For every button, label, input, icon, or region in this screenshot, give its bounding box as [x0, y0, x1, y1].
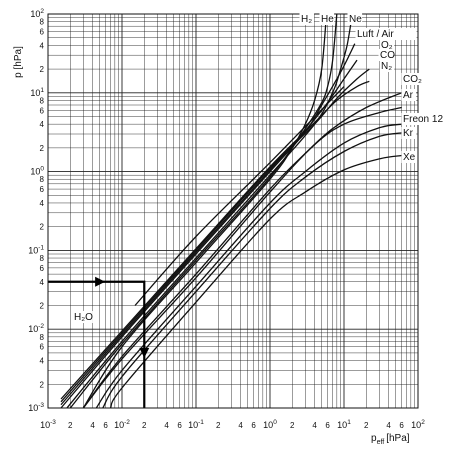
arrow-down-icon: [139, 347, 150, 358]
y-tick-label: 8: [40, 333, 45, 342]
label-freon-12: Freon 12: [401, 113, 450, 125]
y-tick-label-decade: 100: [30, 166, 44, 177]
y-axis-label: p [hPa]: [13, 46, 24, 78]
x-axis-label: peff [hPa]: [371, 433, 410, 446]
y-tick-label: 2: [40, 65, 45, 74]
curve-freon-12: [95, 123, 402, 408]
x-tick-label: 6: [325, 421, 330, 430]
x-tick-label-decade: 100: [263, 419, 277, 430]
y-tick-label: 2: [40, 144, 45, 153]
y-tick-label: 4: [40, 278, 45, 287]
y-tick-label: 4: [40, 357, 45, 366]
label-ar: Ar: [401, 89, 417, 101]
svg-text:CO: CO: [380, 50, 395, 61]
curve-ar: [82, 106, 402, 408]
x-tick-label: 2: [216, 421, 221, 430]
curve-xe: [109, 154, 402, 408]
x-tick-label: 6: [399, 421, 404, 430]
curve-n2: [60, 80, 370, 400]
label-luft-air: Luft / Air: [355, 28, 417, 40]
label-kr: Kr: [401, 127, 417, 139]
plot-frame: [47, 13, 419, 409]
y-tick-label: 4: [40, 120, 45, 129]
y-tick-label-decade: 10-3: [28, 402, 44, 413]
curve-co: [60, 68, 370, 403]
x-tick-label-decade: 102: [411, 419, 425, 430]
x-tick-label: 6: [177, 421, 182, 430]
label-h2: H₂: [299, 13, 315, 25]
x-tick-label: 6: [251, 421, 256, 430]
y-tick-label: 4: [40, 41, 45, 50]
svg-text:CO₂: CO₂: [403, 74, 422, 85]
y-tick-label-decade: 101: [30, 87, 44, 98]
x-tick-label: 4: [90, 421, 95, 430]
x-tick-label: 4: [164, 421, 169, 430]
y-tick-label: 6: [40, 27, 45, 36]
label-xe: Xe: [401, 151, 417, 163]
y-tick-label: 8: [40, 254, 45, 263]
label-co: CO: [378, 49, 395, 61]
y-tick-label: 6: [40, 106, 45, 115]
y-tick-label: 2: [40, 380, 45, 389]
label-ne: Ne: [347, 13, 362, 25]
x-tick-label: 2: [290, 421, 295, 430]
label-n2: N₂: [379, 60, 395, 72]
y-tick-label: 6: [40, 185, 45, 194]
x-tick-label-decade: 101: [337, 419, 351, 430]
label-co2: CO₂: [401, 73, 422, 85]
svg-text:Xe: Xe: [403, 152, 416, 163]
arrow-right-icon: [95, 276, 106, 287]
y-tick-label: 4: [40, 199, 45, 208]
y-tick-label: 8: [40, 175, 45, 184]
curve-kr: [102, 132, 402, 408]
x-tick-label: 4: [312, 421, 317, 430]
x-tick-label-decade: 10-3: [40, 419, 56, 430]
y-tick-label: 2: [40, 301, 45, 310]
x-tick-label-decade: 10-1: [188, 419, 204, 430]
example-reading-path: [48, 280, 146, 408]
y-tick-label: 2: [40, 223, 45, 232]
y-tick-label: 8: [40, 18, 45, 27]
y-tick-label-decade: 10-2: [28, 323, 44, 334]
label-he: He: [319, 13, 334, 25]
y-tick-label: 6: [40, 343, 45, 352]
svg-text:Ar: Ar: [403, 90, 414, 101]
curve-h2o: [134, 86, 345, 306]
svg-text:Kr: Kr: [403, 128, 414, 139]
y-tick-label-decade: 102: [30, 8, 44, 19]
x-tick-label: 4: [238, 421, 243, 430]
curve-ne: [66, 14, 354, 408]
x-tick-label-decade: 10-2: [114, 419, 130, 430]
svg-text:Ne: Ne: [349, 14, 362, 25]
label-h2o: H₂O: [72, 311, 93, 323]
curve-co2: [82, 92, 402, 408]
svg-text:N₂: N₂: [381, 61, 392, 72]
svg-text:O₂: O₂: [381, 40, 393, 51]
x-tick-label: 2: [68, 421, 73, 430]
svg-text:H₂O: H₂O: [74, 312, 93, 323]
x-tick-label: 4: [386, 421, 391, 430]
x-tick-label: 2: [142, 421, 147, 430]
y-tick-label-decade: 10-1: [28, 244, 44, 255]
x-axis-label-main: p: [371, 433, 377, 444]
x-tick-label: 2: [364, 421, 369, 430]
svg-text:H₂: H₂: [301, 14, 312, 25]
y-tick-label: 8: [40, 96, 45, 105]
y-tick-label: 6: [40, 264, 45, 273]
svg-text:Luft / Air: Luft / Air: [357, 29, 394, 40]
svg-text:Freon 12: Freon 12: [403, 114, 443, 125]
curve-o2: [60, 59, 358, 406]
x-tick-label: 6: [103, 421, 108, 430]
x-axis-label-unit: [hPa]: [386, 433, 410, 444]
x-axis-label-sub: eff: [377, 439, 385, 446]
svg-text:He: He: [321, 14, 334, 25]
label-o2: O₂: [379, 39, 395, 51]
